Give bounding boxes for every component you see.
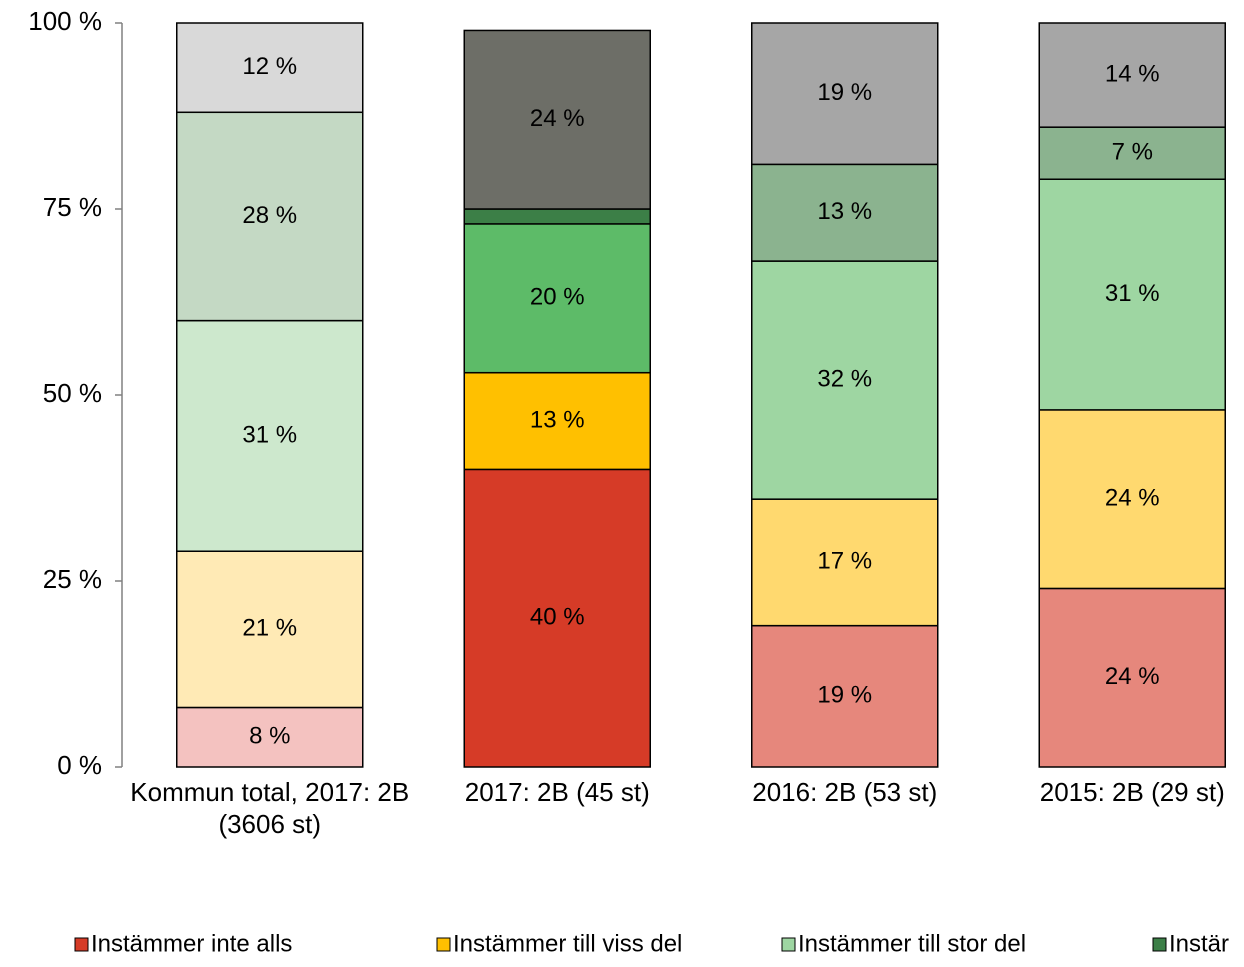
bar-segment bbox=[751, 260, 939, 500]
x-tick-label: 2015: 2B (29 st) bbox=[1039, 777, 1225, 807]
bar-segment bbox=[751, 624, 939, 768]
data-label: 7 % bbox=[1112, 139, 1153, 166]
legend-label: Instämmer inte alls bbox=[91, 930, 292, 957]
legend-label: Instämmer till stor del bbox=[798, 930, 1026, 957]
data-label: 21 % bbox=[242, 615, 297, 642]
legend-swatch bbox=[781, 937, 796, 952]
legend-label: Instämmer till viss del bbox=[453, 930, 682, 957]
data-label: 19 % bbox=[817, 79, 872, 106]
data-label: 12 % bbox=[242, 53, 297, 80]
data-label: 32 % bbox=[817, 365, 872, 392]
data-label: 31 % bbox=[1105, 280, 1160, 307]
data-label: 28 % bbox=[242, 202, 297, 229]
x-tick-label: 2016: 2B (53 st) bbox=[752, 777, 938, 807]
y-tick-label: 75 % bbox=[43, 192, 102, 222]
legend-swatch bbox=[74, 937, 89, 952]
data-label: 8 % bbox=[249, 723, 290, 750]
legend-label: Instär bbox=[1169, 930, 1229, 957]
bar-segment bbox=[463, 208, 651, 225]
bar-segment bbox=[463, 468, 651, 768]
data-label: 31 % bbox=[242, 421, 297, 448]
y-tick-label: 50 % bbox=[43, 378, 102, 408]
data-label: 13 % bbox=[817, 198, 872, 225]
bar-segment bbox=[176, 550, 364, 709]
bar-segment bbox=[1038, 22, 1226, 128]
data-label: 19 % bbox=[817, 682, 872, 709]
data-label: 17 % bbox=[817, 548, 872, 575]
data-label: 14 % bbox=[1105, 60, 1160, 87]
bar-segment bbox=[176, 706, 364, 768]
bar-segment bbox=[1038, 178, 1226, 411]
bar-segment bbox=[1038, 587, 1226, 768]
data-label: 20 % bbox=[530, 284, 585, 311]
bar-segment bbox=[463, 371, 651, 471]
y-tick-label: 0 % bbox=[57, 750, 102, 780]
bar-segment bbox=[463, 29, 651, 210]
legend-swatch bbox=[1152, 937, 1167, 952]
x-tick-label: 2017: 2B (45 st) bbox=[464, 777, 650, 807]
x-tick-label: Kommun total, 2017: 2B (3606 st) bbox=[130, 777, 410, 839]
bar-segment bbox=[176, 22, 364, 114]
bar-segment bbox=[463, 223, 651, 374]
bar-segment bbox=[751, 22, 939, 166]
legend-swatch bbox=[436, 937, 451, 952]
y-tick-label: 100 % bbox=[28, 6, 102, 36]
y-tick-label: 25 % bbox=[43, 564, 102, 594]
data-label: 13 % bbox=[530, 406, 585, 433]
data-label: 40 % bbox=[530, 604, 585, 631]
bar-segment bbox=[751, 163, 939, 262]
data-label: 24 % bbox=[1105, 485, 1160, 512]
bar-segment bbox=[176, 319, 364, 552]
data-label: 24 % bbox=[530, 105, 585, 132]
data-label: 24 % bbox=[1105, 663, 1160, 690]
bar-segment bbox=[751, 498, 939, 627]
